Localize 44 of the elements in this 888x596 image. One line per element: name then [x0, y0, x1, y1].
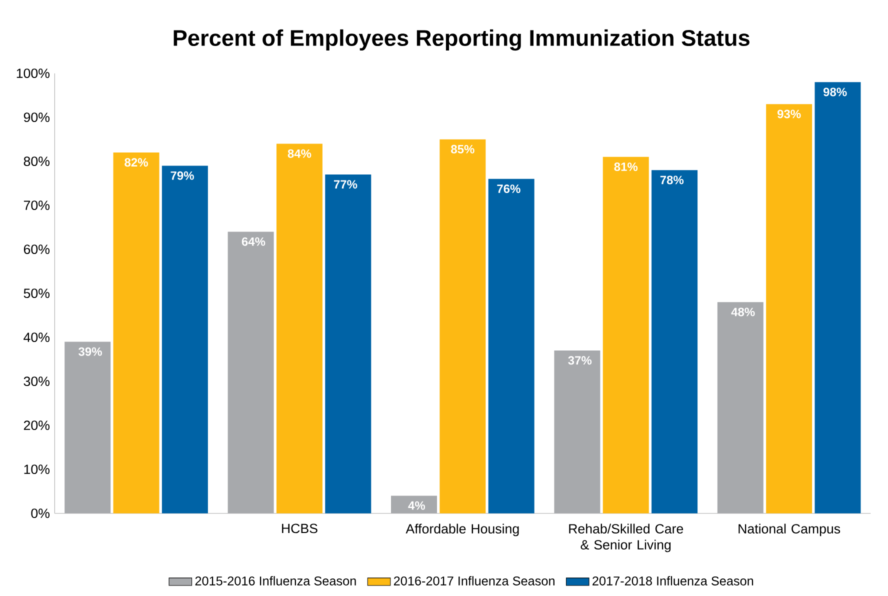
data-label: 48% [731, 308, 755, 316]
y-tick-label: 40% [24, 332, 50, 342]
chart-title: Percent of Employees Reporting Immunization Status [174, 29, 750, 51]
data-label: 76% [497, 184, 520, 194]
data-label: 64% [242, 237, 266, 246]
bar [766, 104, 812, 514]
x-tick-label: Rehab/Skilled Care & Senior Living [569, 524, 684, 552]
data-label: 77% [334, 180, 358, 189]
y-tick-label: 60% [24, 244, 50, 254]
bar [113, 152, 160, 514]
data-label: 82% [124, 158, 148, 167]
data-label: 78% [660, 176, 684, 184]
y-tick-label: 20% [24, 420, 50, 430]
bar [602, 156, 649, 514]
data-label: 84% [288, 149, 312, 158]
y-tick-label: 10% [24, 464, 50, 474]
x-tick-label: National Campus [738, 524, 840, 536]
y-tick-label: 80% [24, 156, 50, 166]
data-label: 4% [408, 501, 426, 510]
y-tick-label: 90% [24, 112, 50, 122]
bar [814, 82, 861, 514]
legend-label: 2017-2018 Influenza Season [592, 576, 754, 586]
data-label: 81% [614, 162, 638, 172]
x-tick-label: Affordable Housing [406, 524, 519, 536]
y-tick-label: 100% [16, 68, 50, 78]
data-label: 37% [568, 356, 592, 365]
y-tick-label: 70% [24, 200, 50, 210]
legend-label: 2016-2017 Influenza Season [394, 576, 554, 586]
y-tick-label: 50% [24, 288, 50, 298]
bar [276, 144, 322, 514]
data-label: 39% [78, 347, 102, 356]
bar [652, 170, 698, 514]
y-tick-label: 30% [24, 376, 50, 386]
bar [162, 166, 208, 514]
data-label: 93% [777, 110, 801, 118]
bar [440, 139, 486, 514]
x-tick-label: HCBS [282, 524, 318, 534]
data-label: 98% [823, 88, 847, 96]
data-label: 85% [451, 144, 474, 154]
y-tick-label: 0% [31, 508, 50, 518]
bar [488, 178, 534, 514]
legend-label: 2015-2016 Influenza Season [195, 576, 356, 586]
data-label: 79% [170, 171, 194, 180]
bar [325, 174, 372, 514]
